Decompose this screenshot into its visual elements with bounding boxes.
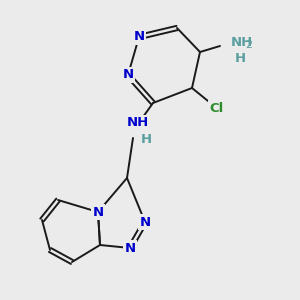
Text: Cl: Cl [209,101,223,115]
Text: N: N [124,242,136,254]
Text: N: N [134,31,145,44]
Text: H: H [140,133,152,146]
Text: 2: 2 [245,40,252,50]
Text: N: N [140,215,151,229]
Text: H: H [234,52,246,65]
Text: NH: NH [127,116,149,130]
Text: N: N [122,68,134,82]
Text: NH: NH [231,35,253,49]
Text: N: N [92,206,104,218]
